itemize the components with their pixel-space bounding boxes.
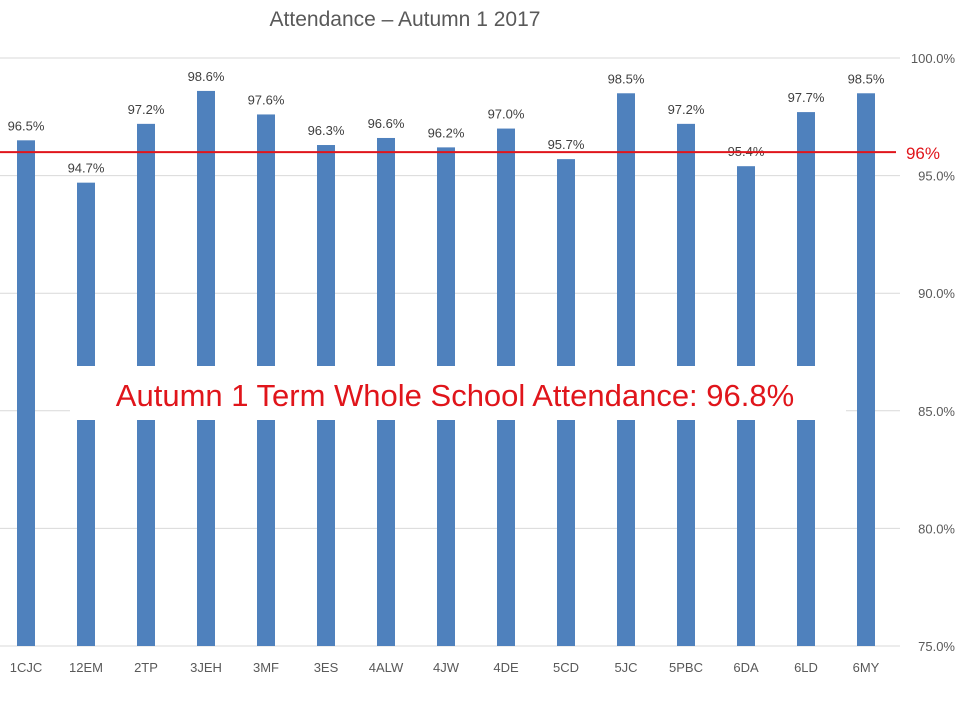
category-label: 3MF xyxy=(253,660,279,675)
category-label: 4JW xyxy=(433,660,460,675)
category-label: 6LD xyxy=(794,660,818,675)
y-axis-ticks: 75.0% 80.0% 85.0% 90.0% 95.0% 100.0% xyxy=(911,51,956,654)
data-label: 97.2% xyxy=(668,102,705,117)
category-label: 1CJC xyxy=(10,660,43,675)
data-label: 97.6% xyxy=(248,92,285,107)
category-label: 4ALW xyxy=(369,660,404,675)
data-label: 98.6% xyxy=(188,69,225,84)
category-label: 6DA xyxy=(733,660,759,675)
data-label: 95.7% xyxy=(548,137,585,152)
data-label: 96.5% xyxy=(8,118,45,133)
y-tick-label: 85.0% xyxy=(918,404,955,419)
data-label: 96.6% xyxy=(368,116,405,131)
category-label: 6MY xyxy=(853,660,880,675)
target-line-group: 96% xyxy=(0,144,940,163)
y-tick-label: 75.0% xyxy=(918,639,955,654)
category-label: 3JEH xyxy=(190,660,222,675)
category-label: 3ES xyxy=(314,660,339,675)
data-label: 98.5% xyxy=(608,71,645,86)
data-label: 98.5% xyxy=(848,71,885,86)
category-label: 5JC xyxy=(614,660,637,675)
annotation-text: Autumn 1 Term Whole School Attendance: 9… xyxy=(116,378,794,413)
target-line-label: 96% xyxy=(906,144,940,163)
category-label: 5CD xyxy=(553,660,579,675)
y-tick-label: 100.0% xyxy=(911,51,956,66)
data-label: 97.0% xyxy=(488,107,525,122)
category-label: 4DE xyxy=(493,660,519,675)
chart-title: Attendance – Autumn 1 2017 xyxy=(270,8,541,31)
data-label: 96.3% xyxy=(308,123,345,138)
annotation-group: Autumn 1 Term Whole School Attendance: 9… xyxy=(70,366,846,420)
data-label: 94.7% xyxy=(68,161,105,176)
data-labels: 96.5% 94.7% 97.2% 98.6% 97.6% 96.3% 96.6% 96.2%… xyxy=(8,69,885,176)
category-label: 2TP xyxy=(134,660,158,675)
category-label: 5PBC xyxy=(669,660,703,675)
bar xyxy=(857,93,875,646)
data-label: 97.2% xyxy=(128,102,165,117)
y-tick-label: 95.0% xyxy=(918,169,955,184)
y-tick-label: 80.0% xyxy=(918,521,955,536)
data-label: 96.2% xyxy=(428,125,465,140)
category-labels: 1CJC 12EM 2TP 3JEH 3MF 3ES 4ALW 4JW 4DE 5CD 5JC 5PB… xyxy=(10,660,880,675)
annotation-backdrop xyxy=(70,366,846,420)
data-label: 97.7% xyxy=(788,90,825,105)
bar xyxy=(17,140,35,646)
y-tick-label: 90.0% xyxy=(918,286,955,301)
category-label: 12EM xyxy=(69,660,103,675)
